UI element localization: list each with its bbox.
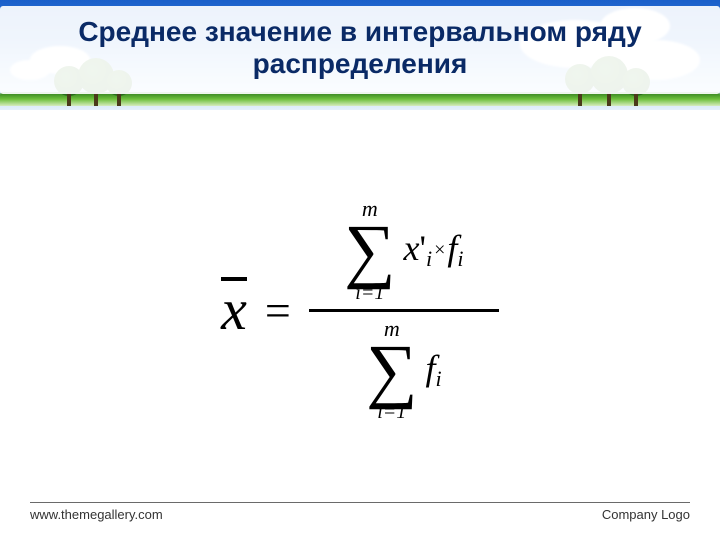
term-x: x xyxy=(403,228,419,268)
footer-url: www.themegallery.com xyxy=(30,507,163,522)
slide: Среднее значение в интервальном ряду рас… xyxy=(0,0,720,540)
times-icon: × xyxy=(432,239,447,261)
sum-symbol-den: m ∑ i=1 xyxy=(366,318,417,422)
formula-lhs-xbar: x xyxy=(221,281,247,339)
footer-logo-text: Company Logo xyxy=(602,507,690,522)
lhs-symbol: x xyxy=(221,277,247,342)
term-sub-i: i xyxy=(435,366,441,391)
sky-banner: Среднее значение в интервальном ряду рас… xyxy=(0,0,720,110)
page-title: Среднее значение в интервальном ряду рас… xyxy=(30,16,690,80)
title-panel: Среднее значение в интервальном ряду рас… xyxy=(0,6,720,94)
equals-sign: = xyxy=(265,284,291,337)
sum-lower: i=1 xyxy=(377,402,406,422)
fraction-line xyxy=(309,309,499,312)
formula-area: x = m ∑ i=1 x'i×fi xyxy=(0,160,720,460)
numerator-term: x'i×fi xyxy=(403,230,463,270)
denominator: m ∑ i=1 fi xyxy=(366,318,441,422)
sigma-icon: ∑ xyxy=(344,222,395,278)
formula: x = m ∑ i=1 x'i×fi xyxy=(221,198,499,421)
sum-symbol-num: m ∑ i=1 xyxy=(344,198,395,302)
term-sub-i2: i xyxy=(457,246,463,271)
footer: www.themegallery.com Company Logo xyxy=(30,502,690,522)
sigma-icon: ∑ xyxy=(366,342,417,398)
fraction: m ∑ i=1 x'i×fi m ∑ i=1 xyxy=(309,198,499,421)
overline-bar xyxy=(221,277,247,281)
sum-lower: i=1 xyxy=(355,283,384,303)
denominator-term: fi xyxy=(425,350,441,390)
numerator: m ∑ i=1 x'i×fi xyxy=(344,198,463,302)
term-f: f xyxy=(447,228,457,268)
term-f: f xyxy=(425,348,435,388)
